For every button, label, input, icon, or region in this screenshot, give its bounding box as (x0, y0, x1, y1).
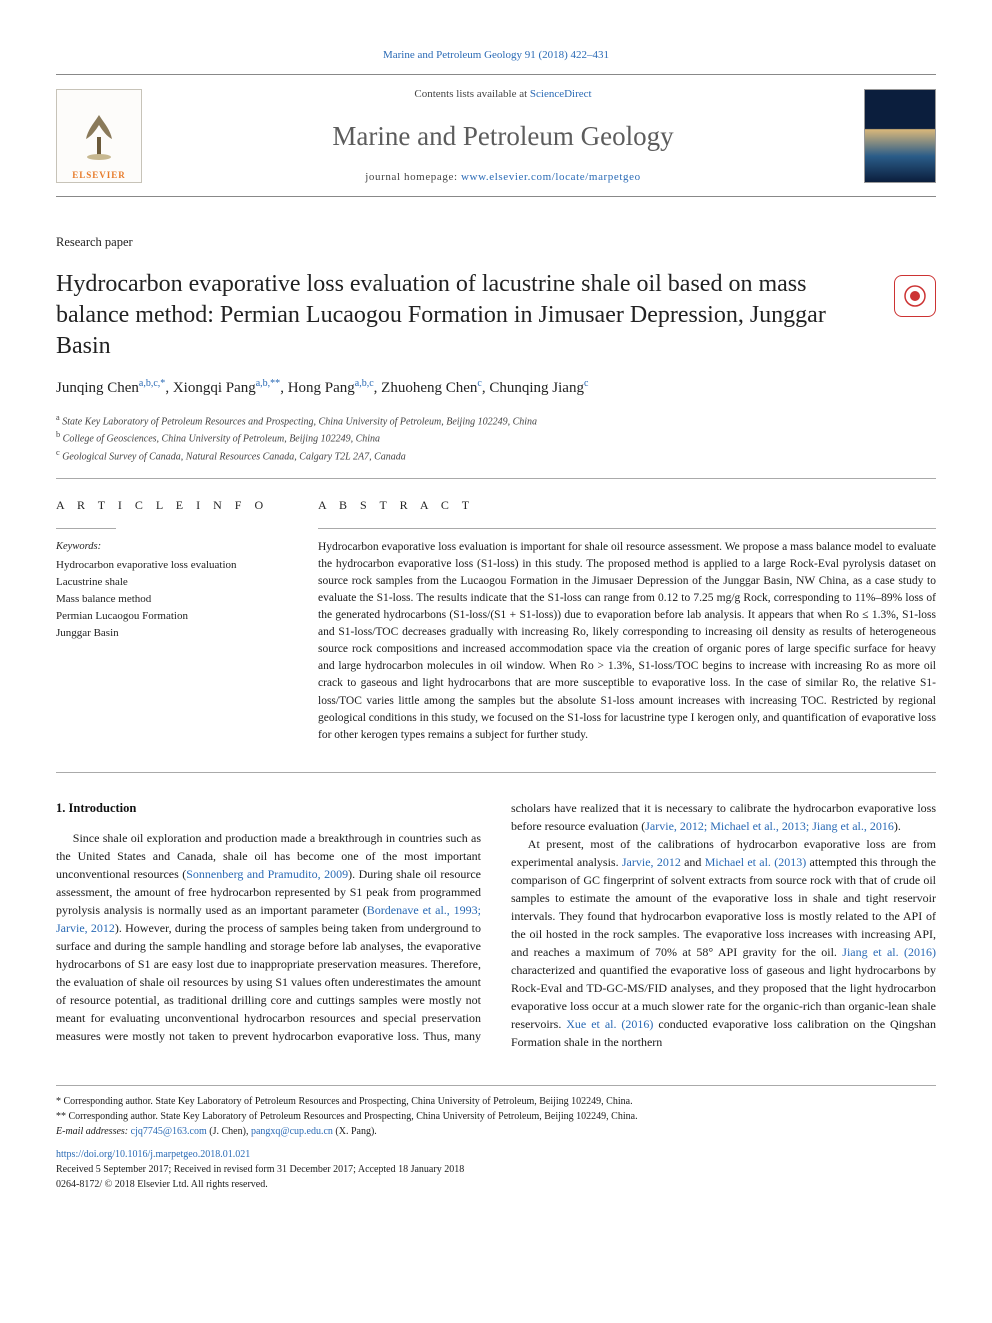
email-link[interactable]: pangxq@cup.edu.cn (251, 1126, 333, 1137)
keywords-list: Hydrocarbon evaporative loss evaluationL… (56, 557, 278, 642)
footnotes: * Corresponding author. State Key Labora… (56, 1085, 936, 1139)
homepage-link[interactable]: www.elsevier.com/locate/marpetgeo (461, 171, 641, 183)
ref-link[interactable]: Jarvie, 2012 (622, 855, 681, 869)
emails-label: E-mail addresses: (56, 1126, 131, 1137)
journal-title: Marine and Petroleum Geology (158, 117, 848, 156)
doi-link[interactable]: https://doi.org/10.1016/j.marpetgeo.2018… (56, 1149, 250, 1160)
elsevier-label: ELSEVIER (72, 169, 126, 182)
abstract-head: A B S T R A C T (318, 497, 936, 514)
crossmark-icon (903, 284, 927, 308)
journal-citation[interactable]: Marine and Petroleum Geology 91 (2018) 4… (56, 48, 936, 64)
ref-link[interactable]: Sonnenberg and Pramudito, 2009 (186, 867, 348, 881)
email1-suffix: (J. Chen), (207, 1126, 251, 1137)
ref-link[interactable]: Xue et al. (2016) (566, 1017, 653, 1031)
email-link[interactable]: cjq7745@163.com (131, 1126, 207, 1137)
emails-line: E-mail addresses: cjq7745@163.com (J. Ch… (56, 1124, 936, 1139)
contents-pre: Contents lists available at (414, 88, 529, 100)
journal-center: Contents lists available at ScienceDirec… (158, 87, 848, 186)
ref-link[interactable]: Michael et al. (2013) (705, 855, 806, 869)
keywords-head: Keywords: (56, 539, 278, 554)
affiliation-b-text: College of Geosciences, China University… (63, 434, 380, 445)
contents-line: Contents lists available at ScienceDirec… (158, 87, 848, 103)
affiliation-c: c Geological Survey of Canada, Natural R… (56, 447, 936, 464)
p2-text-c: attempted this through the comparison of… (511, 855, 936, 959)
crossmark-badge[interactable] (894, 275, 936, 317)
elsevier-tree-icon (76, 111, 122, 163)
intro-heading: 1. Introduction (56, 799, 481, 818)
body-columns: 1. Introduction Since shale oil explorat… (56, 799, 936, 1051)
authors: Junqing Chena,b,c,*, Xiongqi Panga,b,**,… (56, 377, 936, 400)
received-line: Received 5 September 2017; Received in r… (56, 1162, 936, 1177)
corresponding-2: ** Corresponding author. State Key Labor… (56, 1109, 936, 1124)
affiliation-a: a State Key Laboratory of Petroleum Reso… (56, 412, 936, 429)
copyright-line: 0264-8172/ © 2018 Elsevier Ltd. All righ… (56, 1177, 936, 1192)
article-title: Hydrocarbon evaporative loss evaluation … (56, 269, 874, 361)
abstract-rule (318, 528, 936, 529)
corresponding-1: * Corresponding author. State Key Labora… (56, 1094, 936, 1109)
abstract-text: Hydrocarbon evaporative loss evaluation … (318, 539, 936, 743)
divider (56, 772, 936, 773)
affiliation-b: b College of Geosciences, China Universi… (56, 429, 936, 446)
journal-cover-thumbnail (864, 89, 936, 183)
affiliation-a-text: State Key Laboratory of Petroleum Resour… (62, 416, 537, 427)
article-info-head: A R T I C L E I N F O (56, 497, 278, 514)
affiliation-c-text: Geological Survey of Canada, Natural Res… (62, 451, 406, 462)
divider (56, 478, 936, 479)
journal-header-box: ELSEVIER Contents lists available at Sci… (56, 74, 936, 197)
homepage-pre: journal homepage: (365, 171, 461, 183)
sciencedirect-link[interactable]: ScienceDirect (530, 88, 592, 100)
p1-text-d: ). (894, 819, 901, 833)
abstract-column: A B S T R A C T Hydrocarbon evaporative … (318, 497, 936, 744)
intro-paragraph-2: At present, most of the calibrations of … (511, 835, 936, 1051)
affiliations: a State Key Laboratory of Petroleum Reso… (56, 412, 936, 464)
elsevier-logo: ELSEVIER (56, 89, 142, 183)
homepage-line: journal homepage: www.elsevier.com/locat… (158, 170, 848, 186)
ref-link[interactable]: Jarvie, 2012; Michael et al., 2013; Jian… (645, 819, 894, 833)
email2-suffix: (X. Pang). (333, 1126, 377, 1137)
ref-link[interactable]: Jiang et al. (2016) (842, 945, 936, 959)
doi-block: https://doi.org/10.1016/j.marpetgeo.2018… (56, 1147, 936, 1192)
article-info-column: A R T I C L E I N F O Keywords: Hydrocar… (56, 497, 278, 744)
info-rule (56, 528, 116, 529)
paper-type: Research paper (56, 233, 936, 251)
p2-text-b: and (681, 855, 705, 869)
